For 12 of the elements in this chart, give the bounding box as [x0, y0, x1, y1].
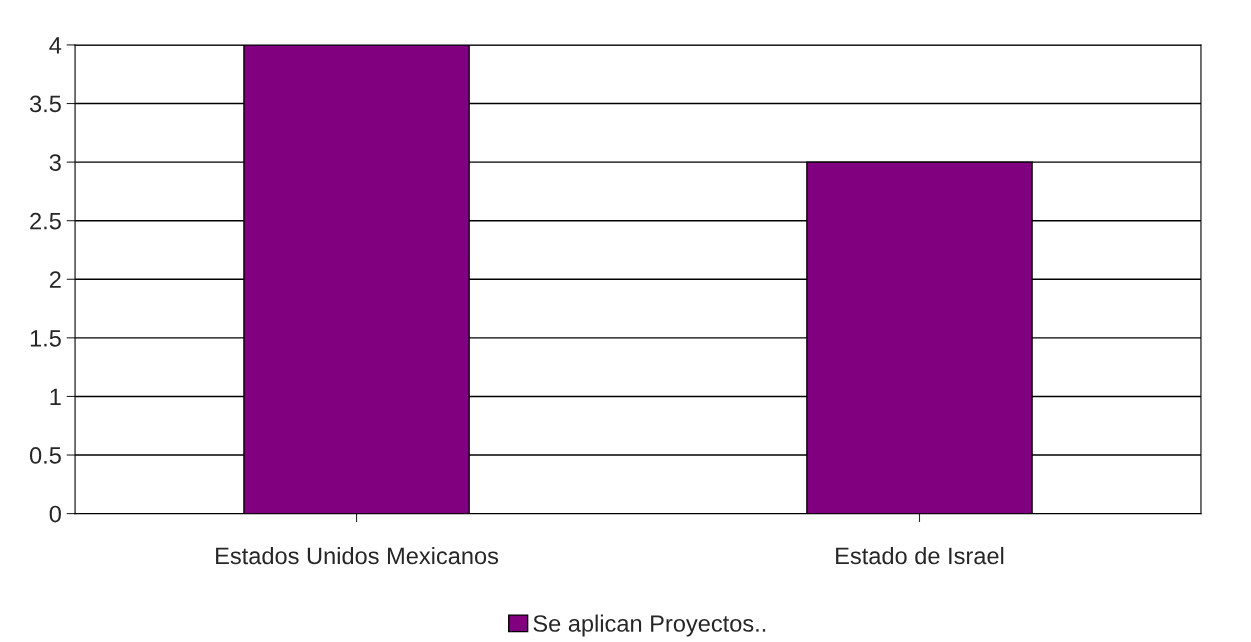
y-tick-label: 0 — [49, 505, 61, 523]
x-tick-label: Estado de Israel — [836, 546, 1004, 565]
y-tick-label: 3.5 — [29, 95, 61, 113]
y-tick-label: 2.5 — [30, 212, 61, 230]
y-tick-label: 4 — [49, 37, 62, 54]
y-tick-label: 1.5 — [30, 330, 61, 347]
y-tick-label: 0.5 — [29, 447, 61, 464]
legend-label: Se aplican Proyectos.. — [533, 614, 766, 637]
x-tick-label: Estados Unidos Mexicanos — [216, 546, 499, 565]
y-tick-label: 1 — [50, 388, 61, 405]
y-tick-label: 3 — [49, 154, 61, 171]
y-tick-label: 2 — [49, 271, 61, 288]
